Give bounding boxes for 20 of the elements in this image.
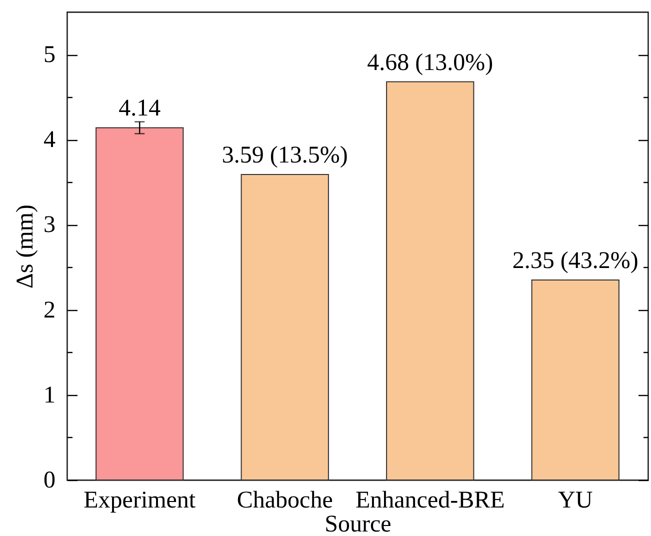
data-label: 3.59 (13.5%) (222, 142, 348, 169)
y-tick-label: 3 (44, 212, 56, 238)
y-axis-title: Δs (mm) (12, 204, 38, 289)
x-axis-title: Source (324, 512, 392, 536)
bar (96, 127, 184, 480)
y-tick-label: 4 (44, 127, 56, 154)
x-tick-label: Experiment (84, 488, 196, 514)
bar (386, 81, 474, 480)
y-tick-label: 5 (44, 42, 56, 68)
x-tick-label: YU (558, 488, 593, 514)
x-tick-label: Chaboche (236, 488, 333, 514)
data-label: 4.14 (118, 96, 161, 122)
bar (531, 280, 620, 480)
bar (240, 174, 329, 480)
data-label: 2.35 (43.2%) (512, 248, 638, 274)
y-tick-label: 1 (44, 382, 56, 408)
y-tick-label: 2 (44, 297, 56, 324)
data-label: 4.68 (13.0%) (367, 50, 494, 76)
y-tick-label: 0 (44, 468, 56, 494)
x-tick-label: Enhanced-BRE (355, 488, 505, 514)
